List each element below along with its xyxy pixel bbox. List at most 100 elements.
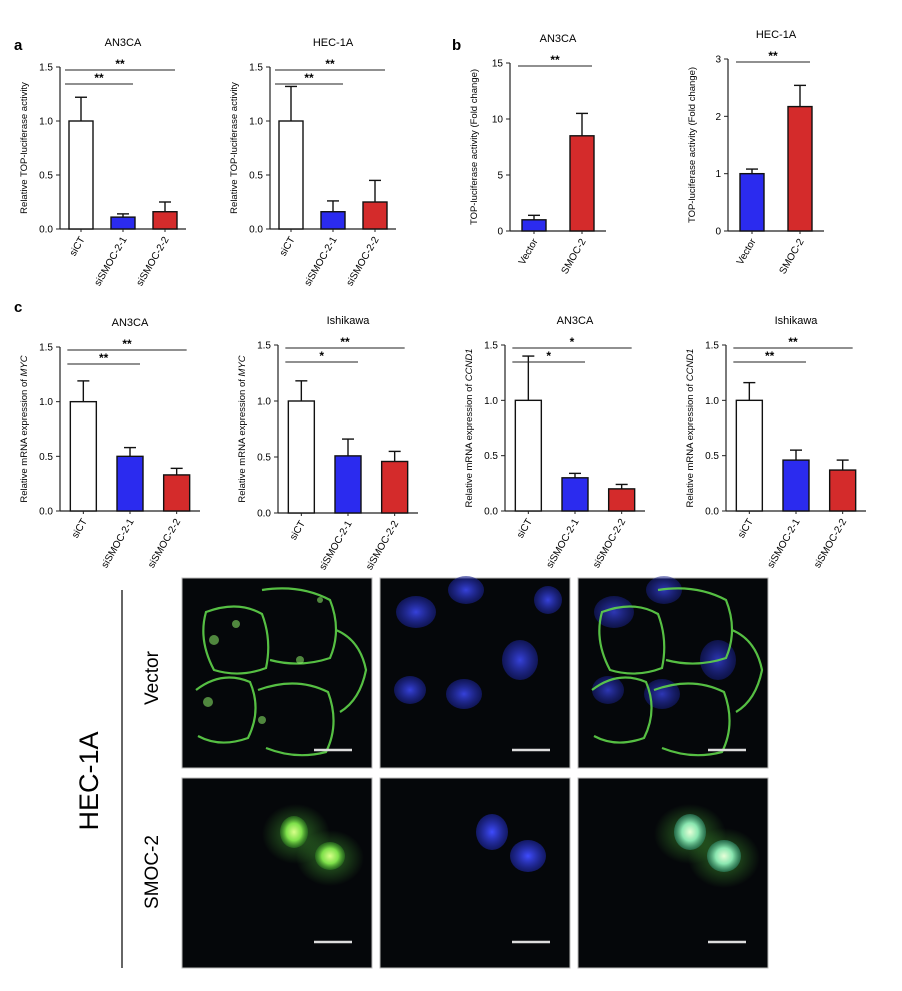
y-tick-label: 0.0 bbox=[39, 225, 53, 236]
chart-b-hec1a: HEC-1A 0 1 2 3 TOP-luciferase activity (Fold … bbox=[687, 29, 824, 276]
scale-bar bbox=[314, 748, 746, 944]
x-tick-label: Vector bbox=[735, 236, 759, 267]
y-tick-label: 1.5 bbox=[705, 341, 719, 352]
chart-title: AN3CA bbox=[112, 317, 149, 329]
bar bbox=[569, 135, 595, 232]
significance-label: ** bbox=[122, 337, 132, 351]
bar bbox=[362, 201, 388, 230]
chart-c-ishikawa-ccnd1: Ishikawa 0.0 0.5 1.0 1.5 Relative mRNA expres… bbox=[685, 315, 866, 570]
x-tick-label: SMOC-2 bbox=[560, 237, 589, 277]
significance-label: ** bbox=[340, 335, 350, 349]
x-tick-label: siSMOC-2-2 bbox=[135, 235, 172, 289]
y-tick-label: 0.5 bbox=[257, 453, 271, 464]
micrograph-vector-green bbox=[181, 577, 373, 769]
y-tick-label: 1.0 bbox=[39, 117, 53, 128]
x-tick-label: siSMOC-2-2 bbox=[591, 517, 628, 571]
y-axis-label: Relative mRNA expression of CCND1 bbox=[464, 349, 475, 508]
significance-label: ** bbox=[788, 335, 798, 349]
y-tick-label: 0.0 bbox=[484, 507, 498, 518]
panel-label-a: a bbox=[14, 37, 23, 54]
x-tick-label: siSMOC-2-1 bbox=[318, 519, 355, 573]
bar bbox=[735, 399, 764, 512]
x-tick-label: siCT bbox=[70, 517, 90, 540]
y-tick-label: 1.0 bbox=[257, 397, 271, 408]
chart-title: Ishikawa bbox=[775, 315, 819, 327]
bar bbox=[521, 219, 547, 232]
bar bbox=[68, 120, 94, 230]
chart-a-hec1a: HEC-1A 0.0 0.5 1.0 1.5 Relative TOP-luciferas… bbox=[229, 37, 396, 288]
bar bbox=[607, 488, 636, 512]
chart-a-an3ca: AN3CA 0.0 0.5 1.0 1.5 Relative TOP-luciferase… bbox=[19, 37, 186, 288]
significance-label: ** bbox=[765, 349, 775, 363]
significance-label: ** bbox=[550, 53, 560, 67]
y-tick-label: 1.5 bbox=[484, 341, 498, 352]
y-tick-label: 1.0 bbox=[39, 397, 53, 408]
bar bbox=[334, 455, 362, 514]
significance-label: ** bbox=[115, 57, 125, 71]
micrograph-section: HEC-1A Vector SMOC-2 bbox=[74, 576, 769, 969]
y-tick-label: 0.5 bbox=[484, 451, 498, 462]
x-tick-label: siSMOC-2-2 bbox=[345, 235, 382, 289]
chart-c-ishikawa-myc: Ishikawa 0.0 0.5 1.0 1.5 Relative mRNA expres… bbox=[237, 315, 418, 572]
y-tick-label: 10 bbox=[492, 115, 504, 126]
y-tick-label: 0.5 bbox=[39, 171, 53, 182]
y-axis-label: Relative mRNA expression of MYC bbox=[19, 355, 30, 502]
y-tick-label: 3 bbox=[715, 55, 721, 66]
significance-label: * bbox=[546, 349, 551, 363]
y-tick-label: 2 bbox=[715, 112, 721, 123]
micrograph-vector-merge bbox=[577, 576, 769, 769]
bar bbox=[320, 211, 346, 230]
chart-title: AN3CA bbox=[105, 37, 142, 49]
bar bbox=[116, 455, 144, 512]
y-tick-label: 0.5 bbox=[249, 171, 263, 182]
bar bbox=[782, 459, 810, 512]
row-label-smoc2: SMOC-2 bbox=[142, 835, 163, 909]
y-tick-label: 0.0 bbox=[249, 225, 263, 236]
significance-label: ** bbox=[325, 57, 335, 71]
y-tick-label: 1.5 bbox=[39, 63, 53, 74]
chart-c-an3ca-myc: AN3CA 0.0 0.5 1.0 1.5 Relative mRNA expressio… bbox=[19, 317, 200, 570]
bar bbox=[380, 460, 409, 514]
bar bbox=[561, 477, 589, 512]
y-tick-label: 1.0 bbox=[484, 396, 498, 407]
bar bbox=[69, 400, 98, 512]
x-tick-label: siCT bbox=[515, 517, 535, 540]
x-tick-label: siSMOC-2-2 bbox=[146, 517, 183, 571]
y-tick-label: 0.0 bbox=[257, 509, 271, 520]
y-tick-label: 15 bbox=[492, 59, 504, 70]
x-tick-label: siSMOC-2-1 bbox=[303, 235, 340, 289]
chart-b-an3ca: AN3CA 0 5 10 15 TOP-luciferase activity (Fold… bbox=[469, 33, 606, 276]
y-tick-label: 1.5 bbox=[257, 341, 271, 352]
chart-title: AN3CA bbox=[557, 315, 594, 327]
x-tick-label: siCT bbox=[278, 235, 298, 258]
x-tick-label: siSMOC-2-1 bbox=[100, 517, 137, 571]
micrograph-vector-blue bbox=[379, 576, 571, 769]
y-tick-label: 0.0 bbox=[39, 507, 53, 518]
chart-title: Ishikawa bbox=[327, 315, 371, 327]
significance-label: ** bbox=[768, 49, 778, 63]
x-tick-label: siCT bbox=[288, 519, 308, 542]
micrograph-smoc2-blue bbox=[379, 777, 571, 969]
panel-label-c: c bbox=[14, 299, 22, 316]
y-tick-label: 5 bbox=[497, 171, 503, 182]
bar bbox=[739, 172, 765, 232]
bar bbox=[162, 474, 191, 512]
y-tick-label: 0.5 bbox=[39, 452, 53, 463]
bar bbox=[110, 216, 136, 230]
y-axis-label: Relative TOP-luciferase activity bbox=[229, 82, 240, 214]
y-tick-label: 1 bbox=[715, 169, 721, 180]
chart-title: AN3CA bbox=[540, 33, 577, 45]
y-tick-label: 0 bbox=[715, 227, 721, 238]
bar bbox=[787, 105, 813, 232]
y-tick-label: 1.5 bbox=[249, 63, 263, 74]
bar bbox=[514, 399, 543, 512]
bar bbox=[152, 211, 178, 230]
bar bbox=[828, 469, 857, 512]
y-tick-label: 1.5 bbox=[39, 343, 53, 354]
x-tick-label: Vector bbox=[517, 236, 541, 267]
panel-label-b: b bbox=[452, 37, 461, 54]
x-tick-label: siSMOC-2-1 bbox=[545, 517, 582, 571]
y-tick-label: 1.0 bbox=[705, 396, 719, 407]
x-tick-label: siCT bbox=[736, 517, 756, 540]
